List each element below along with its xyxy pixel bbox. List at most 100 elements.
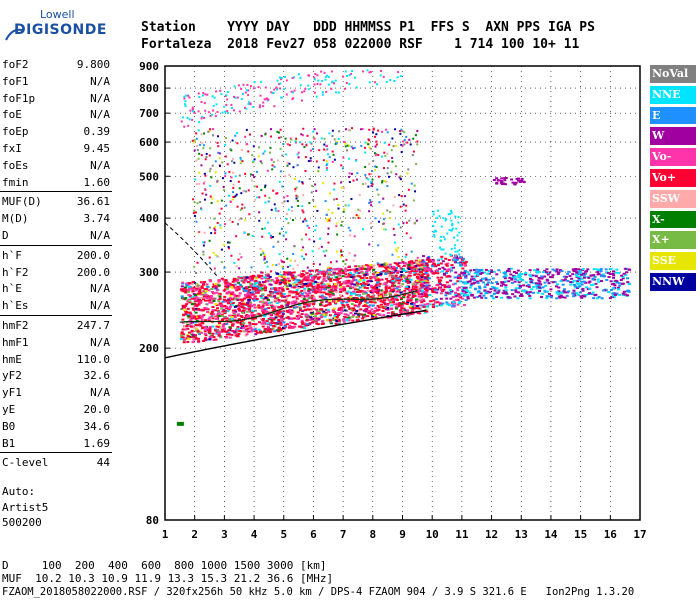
echo-point — [538, 280, 542, 283]
echo-point — [386, 209, 389, 212]
echo-point — [324, 200, 327, 203]
echo-point — [191, 333, 195, 336]
echo-point — [424, 305, 428, 308]
echo-point — [342, 286, 346, 289]
echo-point — [373, 271, 376, 274]
echo-point — [376, 278, 380, 281]
echo-point — [622, 290, 626, 293]
echo-point — [283, 279, 287, 282]
echo-point — [381, 155, 384, 158]
echo-point — [330, 87, 333, 90]
echo-point — [363, 299, 367, 302]
echo-point — [242, 297, 246, 300]
echo-point — [256, 196, 259, 199]
echo-point — [364, 300, 368, 303]
echo-point — [224, 282, 228, 285]
echo-point — [278, 315, 282, 318]
echo-point — [367, 143, 370, 146]
echo-point — [375, 143, 378, 146]
echo-point — [521, 289, 525, 292]
echo-point — [490, 282, 494, 285]
echo-point — [217, 314, 221, 317]
echo-point — [423, 265, 427, 268]
echo-point — [316, 283, 320, 286]
echo-point — [322, 291, 326, 294]
echo-point — [447, 213, 450, 216]
echo-point — [470, 278, 474, 281]
echo-point — [419, 283, 423, 286]
echo-point — [320, 282, 324, 285]
echo-point — [306, 322, 310, 325]
echo-point — [329, 192, 332, 195]
echo-point — [405, 204, 408, 207]
echo-point — [502, 289, 506, 292]
echo-point — [369, 289, 373, 292]
echo-point — [238, 285, 242, 288]
echo-point — [299, 76, 302, 79]
echo-point — [394, 128, 397, 131]
echo-point — [456, 280, 460, 283]
echo-point — [457, 274, 461, 277]
echo-point — [222, 329, 226, 332]
echo-point — [464, 288, 468, 291]
echo-point — [425, 264, 429, 267]
echo-point — [313, 76, 316, 79]
echo-point — [227, 332, 231, 335]
echo-point — [464, 299, 468, 302]
echo-point — [417, 289, 421, 292]
echo-point — [347, 305, 351, 308]
echo-point — [308, 177, 311, 180]
echo-point — [592, 274, 596, 277]
echo-point — [200, 285, 204, 288]
echo-point — [409, 143, 412, 146]
echo-point — [341, 275, 345, 278]
echo-point — [416, 129, 419, 132]
echo-point — [425, 284, 429, 287]
param-row: h`E N/A — [0, 280, 112, 297]
echo-point — [342, 210, 345, 213]
echo-point — [285, 218, 288, 221]
echo-point — [376, 277, 380, 280]
echo-point — [290, 317, 294, 320]
echo-point — [461, 290, 465, 293]
echo-point — [394, 296, 398, 299]
echo-point — [555, 270, 559, 273]
echo-point — [296, 279, 300, 282]
echo-point — [342, 260, 345, 263]
echo-point — [377, 175, 380, 178]
echo-point — [557, 271, 561, 274]
echo-point — [396, 295, 400, 298]
echo-point — [300, 289, 304, 292]
echo-point — [263, 150, 266, 153]
legend-item-nnw: NNW — [650, 272, 696, 291]
echo-point — [384, 262, 388, 265]
echo-point — [314, 319, 318, 322]
echo-point — [408, 276, 412, 279]
echo-point — [559, 294, 563, 297]
echo-point — [538, 289, 542, 292]
param-row: foE N/A — [0, 106, 112, 123]
echo-point — [318, 295, 322, 298]
echo-point — [615, 292, 619, 295]
echo-point — [200, 154, 203, 157]
echo-point — [291, 274, 295, 277]
echo-point — [304, 324, 308, 327]
echo-point — [286, 310, 290, 313]
param-row: fxI 9.45 — [0, 140, 112, 157]
echo-point — [196, 308, 200, 311]
echo-point — [592, 297, 596, 300]
echo-point — [223, 243, 226, 246]
echo-point — [249, 330, 253, 333]
echo-point — [348, 172, 351, 175]
echo-point — [252, 87, 255, 90]
echo-point — [371, 290, 375, 293]
echo-point — [364, 182, 367, 185]
echo-point — [288, 173, 291, 176]
echo-point — [340, 289, 344, 292]
echo-point — [433, 272, 437, 275]
echo-point — [385, 268, 389, 271]
echo-point — [254, 279, 258, 282]
echo-point — [320, 308, 324, 311]
echo-point — [418, 276, 422, 279]
echo-point — [214, 316, 218, 319]
